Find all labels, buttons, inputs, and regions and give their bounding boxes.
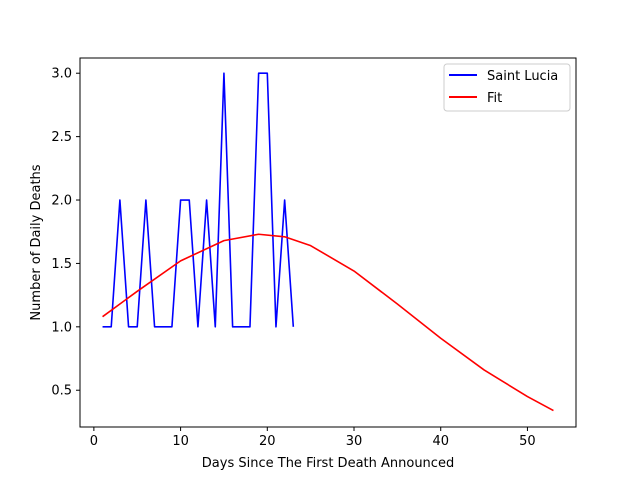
y-tick-label: 2.0	[51, 194, 72, 209]
y-tick-label: 1.0	[51, 320, 72, 335]
series-line-fit	[102, 233, 554, 412]
series-line-saint-lucia	[102, 72, 295, 328]
x-tick-label: 10	[172, 434, 189, 449]
y-axis-ticks: 0.5 1.0 1.5 2.0 2.5 3.0	[51, 67, 80, 399]
x-tick-label: 20	[259, 434, 276, 449]
y-tick-label: 3.0	[51, 67, 72, 82]
x-axis-label: Days Since The First Death Announced	[202, 456, 454, 471]
legend-label-fit: Fit	[487, 91, 502, 106]
y-tick-label: 0.5	[51, 384, 72, 399]
plot-area	[80, 58, 576, 427]
legend: Saint Lucia Fit	[443, 63, 571, 112]
x-tick-label: 40	[432, 434, 449, 449]
y-tick-label: 1.5	[51, 257, 72, 272]
y-tick-label: 2.5	[51, 130, 72, 145]
x-axis-ticks: 0 10 20 30 40 50	[90, 427, 536, 449]
x-tick-label: 50	[519, 434, 536, 449]
series-layer	[102, 72, 554, 412]
y-axis-label: Number of Daily Deaths	[29, 164, 44, 320]
plot-frame	[79, 57, 577, 428]
x-tick-label: 30	[346, 434, 363, 449]
legend-label-saint-lucia: Saint Lucia	[487, 69, 558, 84]
x-tick-label: 0	[90, 434, 98, 449]
